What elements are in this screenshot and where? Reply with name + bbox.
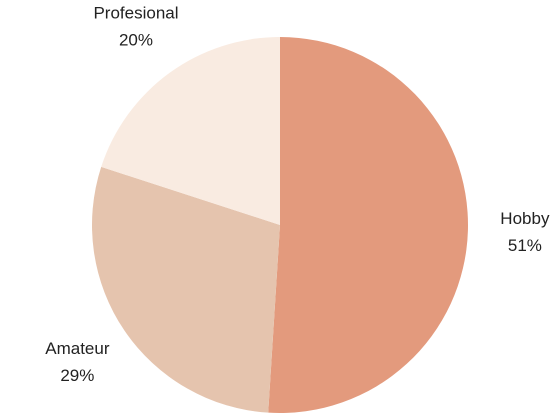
slice-value-label: 51% [508, 236, 542, 255]
slice-value-label: 29% [60, 366, 94, 385]
slice-label: Hobby [500, 209, 550, 228]
pie-slice [268, 37, 469, 413]
slice-value-label: 20% [119, 30, 153, 49]
pie-slice [101, 37, 280, 225]
pie-slice [91, 166, 280, 413]
slice-label: Profesional [93, 3, 178, 22]
slice-label: Amateur [45, 339, 110, 358]
